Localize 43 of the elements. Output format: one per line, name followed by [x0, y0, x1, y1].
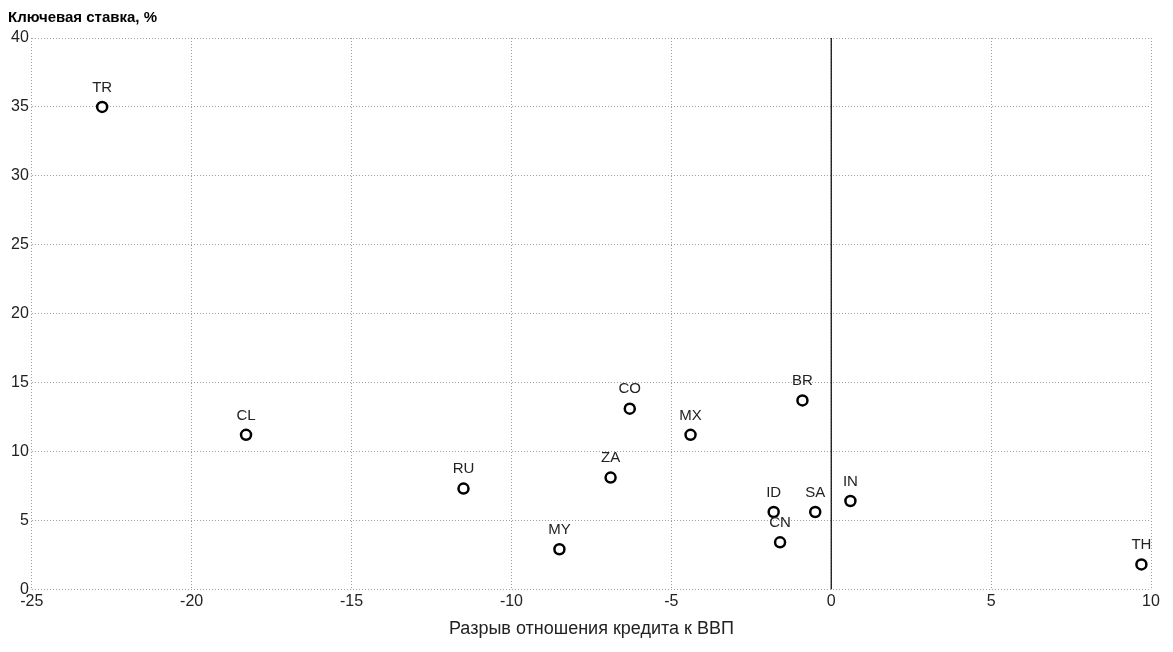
- point: [684, 428, 697, 442]
- x-tick-label: 0: [826, 592, 836, 610]
- point: [553, 542, 566, 556]
- series-label: ID: [766, 482, 782, 500]
- point: [239, 428, 253, 442]
- point: [796, 394, 809, 407]
- series-label: MY: [548, 519, 571, 537]
- x-tick-label: -15: [340, 592, 364, 610]
- x-tick-label: -5: [664, 592, 679, 610]
- series-label: ZA: [601, 448, 621, 466]
- x-tick-label: -25: [20, 592, 44, 610]
- y-tick-label: 10: [11, 441, 29, 459]
- point: [844, 494, 857, 508]
- point: [808, 505, 822, 519]
- y-tick-label: 30: [11, 166, 29, 184]
- series-label: CO: [618, 379, 642, 397]
- series-label: MX: [679, 405, 702, 423]
- point: [604, 471, 617, 484]
- x-axis-title: Разрыв отношения кредита к ВВП: [448, 618, 734, 639]
- y-tick-label: 20: [11, 304, 29, 322]
- series-label: RU: [452, 459, 475, 477]
- y-axis-title: Ключевая ставка, %: [8, 7, 158, 25]
- point: [623, 402, 637, 415]
- x-tick-label: -20: [180, 592, 204, 610]
- series-label: BR: [792, 371, 814, 389]
- series-label: SA: [805, 482, 826, 500]
- series-label: CN: [769, 512, 791, 530]
- series-label: CL: [236, 405, 256, 423]
- series-label: TR: [92, 77, 113, 95]
- point: [95, 100, 109, 114]
- x-tick-label: 10: [1142, 592, 1160, 610]
- point: [773, 536, 787, 549]
- y-tick-label: 25: [11, 235, 29, 253]
- point: [1135, 558, 1148, 571]
- series-label: IN: [842, 471, 858, 489]
- y-tick-label: 5: [19, 510, 29, 528]
- series-label: TH: [1131, 535, 1152, 553]
- x-tick-label: -10: [499, 592, 524, 610]
- x-tick-label: 5: [986, 592, 996, 610]
- y-tick-label: 35: [11, 97, 29, 115]
- point: [457, 482, 470, 495]
- y-tick-label: 40: [11, 28, 29, 46]
- y-tick-label: 15: [11, 372, 29, 390]
